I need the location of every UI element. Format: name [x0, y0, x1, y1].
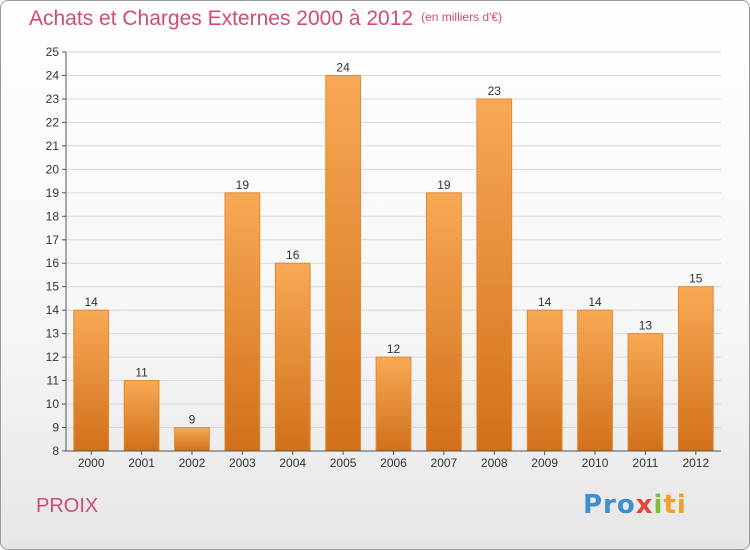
y-tick-label-25: 25 [46, 45, 60, 59]
y-tick-label-20: 20 [46, 162, 60, 176]
logo-part-4: ti [663, 490, 687, 520]
y-tick-label-22: 22 [46, 115, 60, 129]
bar-2007 [426, 192, 462, 452]
x-tick-label-2009: 2009 [531, 456, 558, 470]
y-tick-label-12: 12 [46, 350, 60, 364]
location-label: PROIX [36, 495, 99, 517]
bar-2009 [526, 309, 563, 452]
bar-2002 [174, 427, 210, 452]
chart-subtitle: (en milliers d'€) [421, 10, 503, 24]
bar-2012 [677, 286, 714, 452]
data-label-2004: 16 [286, 248, 300, 262]
data-label-2010: 14 [588, 295, 602, 309]
x-tick-label-2003: 2003 [229, 456, 256, 470]
y-tick-label-13: 13 [46, 327, 60, 341]
x-tick-label-2012: 2012 [682, 456, 709, 470]
y-tick-label-14: 14 [46, 303, 60, 317]
x-tick-label-2006: 2006 [380, 456, 407, 470]
bar-2003 [224, 192, 261, 452]
y-tick-label-15: 15 [46, 280, 60, 294]
y-tick-label-11: 11 [47, 374, 60, 388]
y-tick-label-16: 16 [46, 256, 60, 270]
data-labels: 14 11 9 19 16 24 12 19 23 14 14 13 15 [85, 60, 703, 426]
y-tick-label-17: 17 [46, 233, 60, 247]
y-tick-label-10: 10 [46, 397, 60, 411]
axes: 8 9 10 11 12 13 14 15 16 17 18 19 20 21 22 23 24 25 2000 20… [46, 45, 721, 470]
y-tick-label-23: 23 [46, 92, 60, 106]
x-tick-label-2010: 2010 [582, 456, 609, 470]
data-label-2001: 11 [135, 366, 148, 380]
logo-part-2: x [635, 490, 654, 520]
chart-title: Achats et Charges Externes 2000 à 2012 [29, 7, 414, 30]
y-tick-label-8: 8 [52, 444, 59, 458]
y-tick-label-19: 19 [46, 186, 60, 200]
data-label-2007: 19 [437, 178, 451, 192]
logo-part-1: Pro [583, 490, 636, 520]
x-tick-label-2002: 2002 [179, 456, 206, 470]
x-tick-label-2000: 2000 [78, 456, 105, 470]
data-label-2000: 14 [85, 295, 99, 309]
x-tick-label-2001: 2001 [128, 456, 155, 470]
bar-2011 [627, 333, 664, 452]
y-tick-label-18: 18 [46, 209, 60, 223]
bar-2006 [375, 356, 412, 452]
bar-2001 [123, 380, 160, 452]
x-tick-label-2005: 2005 [330, 456, 357, 470]
data-label-2011: 13 [639, 319, 653, 333]
bar-2004 [274, 262, 311, 452]
x-tick-label-2007: 2007 [431, 456, 458, 470]
y-tick-label-9: 9 [52, 421, 59, 435]
data-label-2002: 9 [189, 413, 196, 427]
proxiti-logo[interactable]: Proxiti [583, 490, 687, 520]
y-tick-label-21: 21 [46, 139, 60, 153]
data-label-2003: 19 [236, 178, 250, 192]
data-label-2008: 23 [488, 84, 502, 98]
data-label-2012: 15 [689, 272, 703, 286]
data-label-2009: 14 [538, 295, 552, 309]
data-label-2005: 24 [336, 60, 350, 74]
bar-2000 [73, 309, 110, 452]
logo-part-3: i [653, 490, 664, 520]
x-tick-label-2004: 2004 [279, 456, 306, 470]
data-label-2006: 12 [387, 342, 401, 356]
x-tick-label-2008: 2008 [481, 456, 508, 470]
bar-2005 [325, 74, 361, 452]
y-tick-label-24: 24 [46, 68, 60, 82]
bars [73, 74, 714, 452]
bar-2008 [476, 98, 513, 452]
chart-title-block: Achats et Charges Externes 2000 à 2012 (e… [29, 7, 502, 31]
bar-2010 [577, 309, 613, 452]
x-tick-label-2011: 2011 [633, 456, 659, 470]
